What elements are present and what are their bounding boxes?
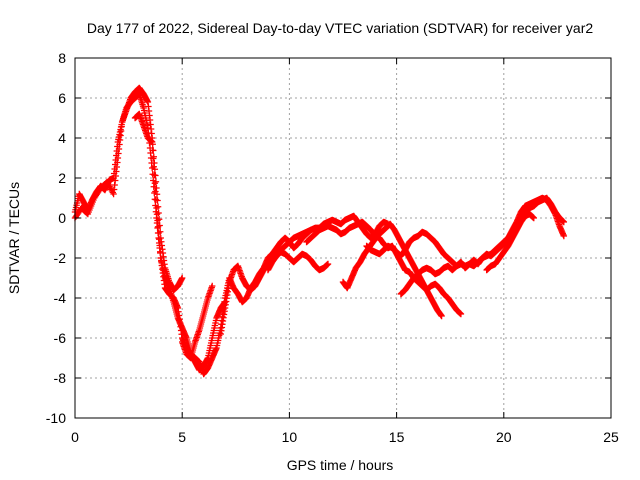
y-tick-label: 4 xyxy=(58,130,66,146)
data-point xyxy=(560,232,568,240)
axis-ticks: 0 5 10 15 20 25 -10 -8 -6 -4 -2 0 2 4 6 8 xyxy=(46,50,619,445)
data-point xyxy=(153,204,160,212)
data-point-interp xyxy=(150,163,157,170)
y-tick-label: 8 xyxy=(58,50,66,66)
y-tick-label: 6 xyxy=(58,90,66,106)
y-tick-label: 0 xyxy=(58,210,66,226)
series-arc-4 xyxy=(179,282,216,362)
data-point xyxy=(179,274,186,282)
y-tick-label: -10 xyxy=(46,410,66,426)
series-arc-5 xyxy=(217,212,392,338)
x-tick-label: 15 xyxy=(389,429,405,445)
grid-lines xyxy=(75,58,611,418)
data-point-interp xyxy=(155,229,162,237)
data-point xyxy=(209,282,216,290)
x-tick-label: 25 xyxy=(603,429,619,445)
data-point xyxy=(148,138,156,146)
data-point-interp xyxy=(153,211,161,218)
y-axis-label: SDTVAR / TECUs xyxy=(6,182,22,294)
data-point-interp xyxy=(155,236,163,243)
y-tick-label: -4 xyxy=(54,290,67,306)
data-point xyxy=(438,312,445,320)
data-point-interp xyxy=(150,155,157,162)
chart-title: Day 177 of 2022, Sidereal Day-to-day VTE… xyxy=(87,20,593,36)
data-point-interp xyxy=(154,217,161,224)
x-tick-label: 5 xyxy=(178,429,186,445)
series-arc-6 xyxy=(264,248,332,274)
data-point-interp xyxy=(151,171,158,179)
data-point xyxy=(530,214,538,222)
x-tick-label: 10 xyxy=(282,429,298,445)
data-point xyxy=(560,218,568,226)
series-arc-10 xyxy=(397,194,568,298)
series-arc-1 xyxy=(71,90,315,378)
series-arc-11 xyxy=(483,210,538,274)
series-arc-2 xyxy=(71,84,186,294)
data-point-interp xyxy=(152,188,159,195)
data-point xyxy=(153,184,160,192)
data-point xyxy=(457,310,465,318)
data-point-interp xyxy=(154,223,162,230)
x-axis-label: GPS time / hours xyxy=(287,457,394,473)
y-tick-label: -2 xyxy=(54,250,67,266)
data-point-interp xyxy=(157,248,164,255)
data-point-interp xyxy=(152,196,160,203)
data-point-interp xyxy=(151,180,159,187)
data-point-interp xyxy=(156,242,163,249)
x-tick-label: 20 xyxy=(496,429,512,445)
y-tick-label: -8 xyxy=(54,370,67,386)
data-point-interp xyxy=(149,147,156,154)
data-series-layer xyxy=(71,84,568,378)
data-point xyxy=(324,260,332,268)
y-tick-label: -6 xyxy=(54,330,67,346)
plot-frame xyxy=(74,57,612,419)
x-tick-label: 0 xyxy=(71,429,79,445)
y-tick-label: 2 xyxy=(58,170,66,186)
